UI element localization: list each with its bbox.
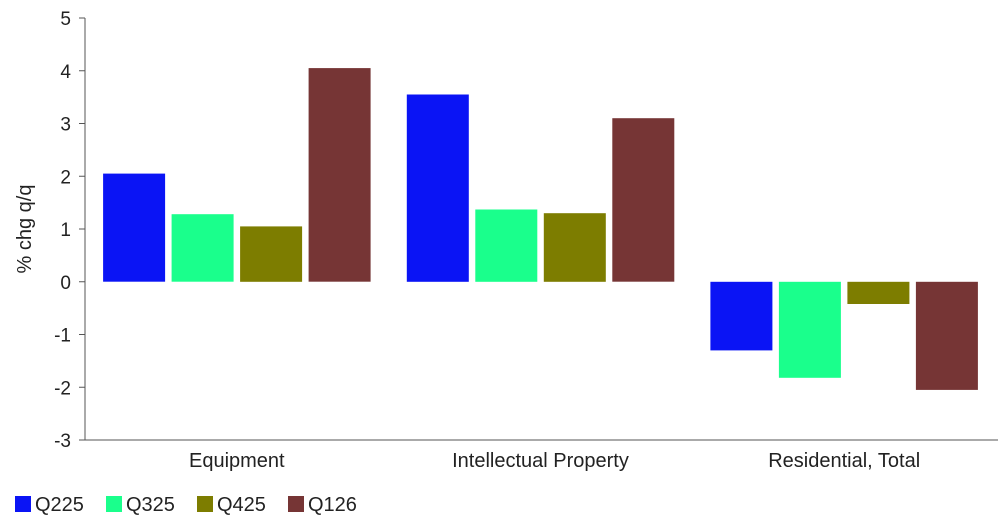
bar-q425-1 (543, 213, 606, 282)
y-tick-label: -2 (54, 378, 71, 399)
bar-q126-0 (308, 68, 371, 282)
bar-q325-0 (171, 214, 234, 282)
legend: Q225 Q325 Q425 Q126 (15, 494, 357, 516)
bar-q225-2 (710, 281, 773, 351)
x-category-label: Residential, Total (768, 450, 920, 472)
x-category-label: Equipment (189, 450, 285, 472)
bar-q425-0 (240, 226, 303, 282)
legend-label-q425: Q425 (217, 494, 266, 516)
bar-q126-1 (612, 118, 675, 282)
x-axis: Equipment Intellectual Property Residentia… (85, 439, 998, 472)
legend-label-q325: Q325 (126, 494, 175, 516)
bar-q325-1 (475, 209, 538, 282)
x-category-label: Intellectual Property (452, 450, 629, 472)
y-tick-label: 1 (60, 220, 71, 241)
y-tick-label: -3 (54, 431, 71, 452)
bar-q225-0 (103, 173, 166, 282)
bar-q325-2 (778, 281, 841, 378)
legend-swatch-q225 (15, 496, 31, 512)
legend-label-q225: Q225 (35, 494, 84, 516)
bar-q126-2 (915, 281, 978, 390)
y-tick-label: 4 (60, 62, 71, 83)
legend-swatch-q425 (197, 496, 213, 512)
y-tick-label: 0 (60, 273, 71, 294)
bar-q425-2 (847, 281, 910, 304)
y-tick-label: -1 (54, 326, 71, 347)
y-tick-label: 2 (60, 167, 71, 188)
y-tick-label: 3 (60, 115, 71, 136)
y-axis: 5 4 3 2 1 0 -1 -2 -3 (54, 9, 86, 452)
y-tick-label: 5 (60, 9, 71, 30)
legend-label-q126: Q126 (308, 494, 357, 516)
legend-swatch-q126 (288, 496, 304, 512)
bar-q225-1 (406, 94, 469, 282)
y-axis-title: % chg q/q (14, 185, 36, 274)
legend-swatch-q325 (106, 496, 122, 512)
bars (103, 68, 978, 390)
